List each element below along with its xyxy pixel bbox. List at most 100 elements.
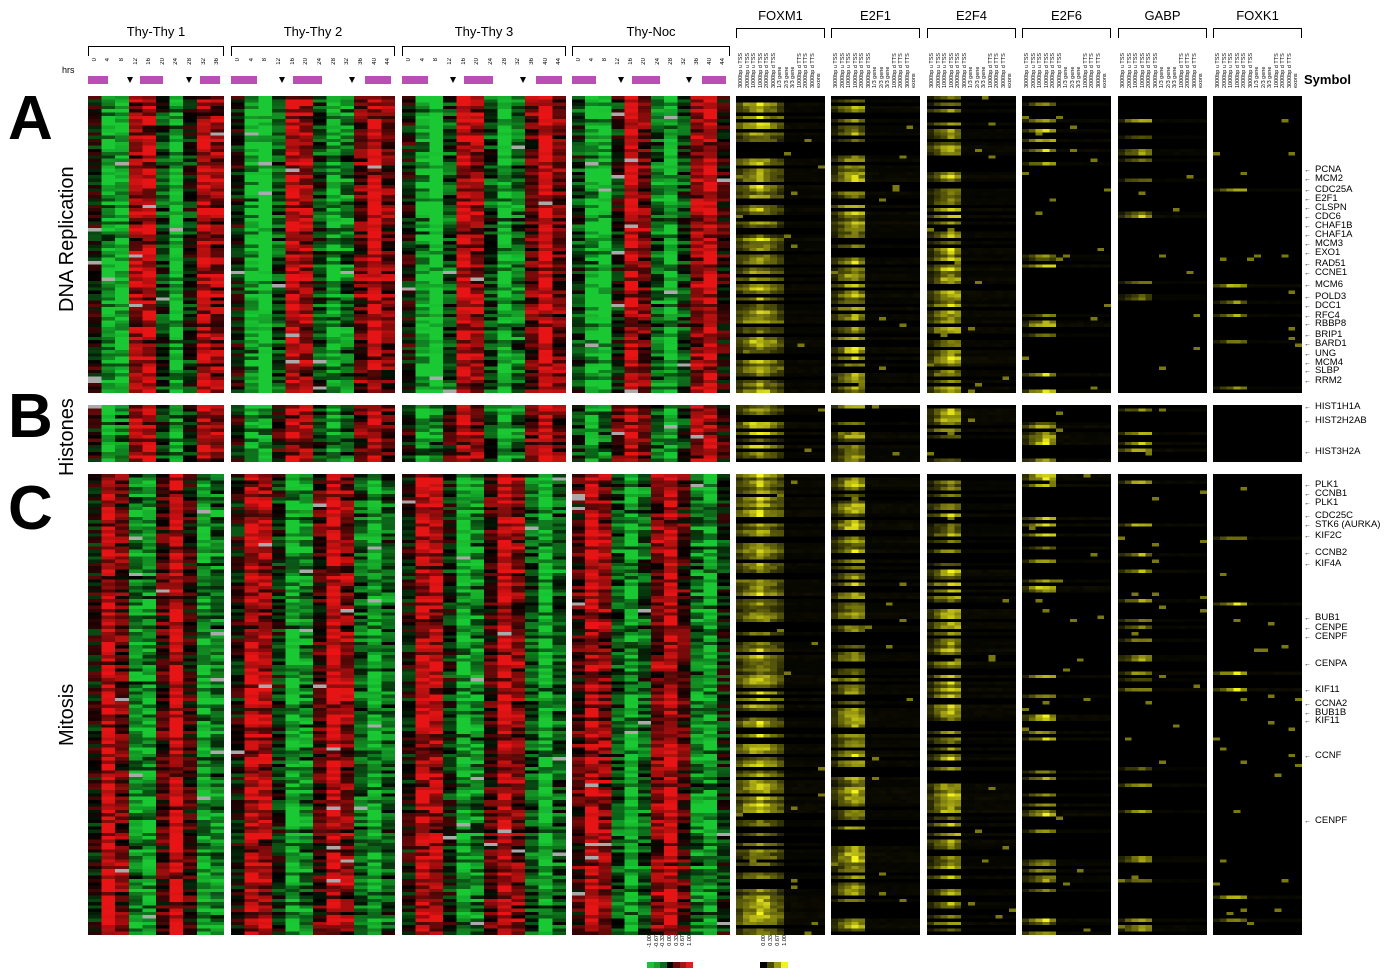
time-tick: 36 xyxy=(214,58,221,65)
time-tick: 12 xyxy=(132,58,139,65)
gene-symbol: ← HIST1H1A xyxy=(1304,402,1360,413)
time-tick: 20 xyxy=(641,58,648,65)
gene-symbol: ← RBBP8 xyxy=(1304,319,1346,330)
feature-label: 3000bp u TSS xyxy=(833,52,839,88)
gene-symbol: ← KIF11 xyxy=(1304,685,1340,696)
gene-symbol: ← BUB1 xyxy=(1304,613,1340,624)
group-bracket xyxy=(1022,28,1111,38)
arrow-left-icon: ← xyxy=(1304,522,1311,529)
feature-label: 3000bp u TSS xyxy=(1024,52,1030,88)
time-tick: 40 xyxy=(371,58,378,65)
group-title-thy-thy-3: Thy-Thy 3 xyxy=(454,24,514,39)
arrest-marker xyxy=(349,77,356,83)
arrest-marker xyxy=(185,77,192,83)
time-tick: 24 xyxy=(654,58,661,65)
binding-heatmap-canvas xyxy=(1118,96,1207,393)
binding-heatmap xyxy=(1022,474,1111,935)
gene-symbol: ← CHAF1B xyxy=(1304,221,1352,232)
expression-heatmap-canvas xyxy=(231,474,395,935)
group-bracket xyxy=(736,28,825,38)
arrow-left-icon: ← xyxy=(1304,223,1311,230)
binding-heatmap-canvas xyxy=(831,96,920,393)
feature-label: exons xyxy=(816,73,823,88)
time-tick: 36 xyxy=(357,58,364,65)
binding-heatmap xyxy=(1118,474,1207,935)
expression-heatmap xyxy=(572,96,730,393)
gene-symbol-text: CENPF xyxy=(1315,631,1348,642)
binding-heatmap xyxy=(1213,96,1302,393)
legend-tick-label: 1.00 xyxy=(686,935,693,946)
group-title-thy-thy-1: Thy-Thy 1 xyxy=(126,24,186,39)
gene-symbol-text: BUB1 xyxy=(1315,612,1340,623)
gene-symbol-text: CCNB1 xyxy=(1315,488,1348,499)
arrow-left-icon: ← xyxy=(1304,818,1311,825)
gene-symbol-text: HIST1H1A xyxy=(1315,401,1361,412)
gene-symbol: ← BUB1B xyxy=(1304,708,1346,719)
gene-symbol: ← HIST2H2AB xyxy=(1304,416,1367,427)
arrow-left-icon: ← xyxy=(1304,513,1311,520)
expression-heatmap-canvas xyxy=(572,474,730,935)
arrest-marker xyxy=(685,77,692,83)
arrow-left-icon: ← xyxy=(1304,368,1311,375)
binding-heatmap-canvas xyxy=(1118,405,1207,462)
arrow-left-icon: ← xyxy=(1304,282,1311,289)
time-tick: 16 xyxy=(460,58,467,65)
binding-heatmap xyxy=(1213,405,1302,462)
gene-symbol-text: PLK1 xyxy=(1315,479,1339,490)
mitosis-bar xyxy=(139,76,163,84)
color-scale xyxy=(647,955,693,968)
gene-symbol-text: CCNB2 xyxy=(1315,547,1348,558)
arrow-left-icon: ← xyxy=(1304,378,1311,385)
gene-symbol: ← SLBP xyxy=(1304,366,1339,377)
arrow-left-icon: ← xyxy=(1304,634,1311,641)
expression-heatmap-canvas xyxy=(402,474,566,935)
binding-heatmap xyxy=(831,474,920,935)
binding-heatmap xyxy=(736,96,825,393)
section-label-dna-replication: DNA Replication xyxy=(56,166,78,312)
group-title-e2f4: E2F4 xyxy=(955,8,988,23)
gene-symbol-text: SLBP xyxy=(1315,365,1340,376)
time-tick: 44 xyxy=(556,58,563,65)
binding-heatmap-canvas xyxy=(1118,474,1207,935)
legend-tick-label: -1.00 xyxy=(647,935,654,948)
time-tick: 40 xyxy=(542,58,549,65)
expression-heatmap-canvas xyxy=(231,96,395,393)
legend-tick-label: 0.33 xyxy=(767,935,774,946)
arrow-left-icon: ← xyxy=(1304,241,1311,248)
legend-tick-label: 0.67 xyxy=(774,935,781,946)
arrow-left-icon: ← xyxy=(1304,313,1311,320)
arrow-left-icon: ← xyxy=(1304,449,1311,456)
expression-heatmap-canvas xyxy=(572,405,730,462)
gene-symbol-text: CCNE1 xyxy=(1315,267,1348,278)
time-tick: 16 xyxy=(628,58,635,65)
gene-symbol: ← POLD3 xyxy=(1304,292,1346,303)
gene-symbol-text: POLD3 xyxy=(1315,291,1347,302)
binding-heatmap xyxy=(831,405,920,462)
arrow-left-icon: ← xyxy=(1304,753,1311,760)
color-swatch xyxy=(774,962,781,968)
time-tick: 12 xyxy=(615,58,622,65)
gene-symbol-text: CLSPN xyxy=(1315,202,1347,213)
gene-symbol: ← CCNB1 xyxy=(1304,489,1347,500)
expression-heatmap-canvas xyxy=(402,405,566,462)
gene-symbol: ← EXO1 xyxy=(1304,248,1340,259)
time-tick: 24 xyxy=(316,58,323,65)
feature-label: 3000bp u TSS xyxy=(1120,52,1126,88)
mitosis-bar xyxy=(365,76,391,84)
gene-symbol-text: CHAF1A xyxy=(1315,229,1353,240)
arrow-left-icon: ← xyxy=(1304,615,1311,622)
arrest-marker xyxy=(127,77,134,83)
time-tick: 32 xyxy=(515,58,522,65)
color-swatch xyxy=(781,962,788,968)
gene-symbol-text: CHAF1B xyxy=(1315,220,1353,231)
gene-symbol-text: MCM3 xyxy=(1315,238,1343,249)
arrow-left-icon: ← xyxy=(1304,500,1311,507)
gene-symbol: ← CENPF xyxy=(1304,632,1347,643)
arrest-marker xyxy=(617,77,624,83)
time-tick: 4 xyxy=(248,58,255,62)
feature-label: 1000bp u TSS xyxy=(1228,52,1235,88)
binding-heatmap-canvas xyxy=(1022,405,1111,462)
group-bracket xyxy=(1118,28,1207,38)
binding-heatmap-canvas xyxy=(927,96,1016,393)
time-tick: 8 xyxy=(601,58,608,62)
